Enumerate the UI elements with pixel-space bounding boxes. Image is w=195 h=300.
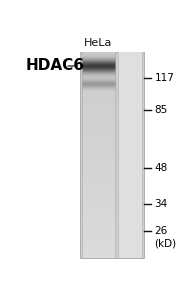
- Text: 85: 85: [154, 105, 168, 115]
- Text: 48: 48: [154, 164, 168, 173]
- Text: HDAC6: HDAC6: [26, 58, 85, 74]
- Text: HeLa: HeLa: [84, 38, 113, 47]
- Text: 117: 117: [154, 73, 174, 82]
- Bar: [80, 52, 144, 258]
- Text: (kD): (kD): [154, 239, 176, 249]
- Text: 34: 34: [154, 199, 168, 208]
- Text: 26: 26: [154, 226, 168, 236]
